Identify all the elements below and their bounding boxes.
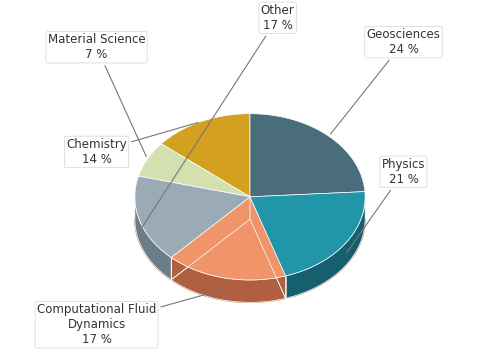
Polygon shape xyxy=(286,197,365,298)
Text: Computational Fluid
Dynamics
17 %: Computational Fluid Dynamics 17 % xyxy=(37,290,222,346)
Polygon shape xyxy=(135,176,250,258)
Polygon shape xyxy=(171,197,285,280)
Text: Material Science
7 %: Material Science 7 % xyxy=(48,33,146,156)
Polygon shape xyxy=(162,114,250,197)
Text: Geosciences
24 %: Geosciences 24 % xyxy=(330,28,440,134)
Polygon shape xyxy=(250,191,365,276)
Polygon shape xyxy=(171,258,285,302)
Polygon shape xyxy=(138,144,250,197)
Text: Other
17 %: Other 17 % xyxy=(141,4,294,229)
Polygon shape xyxy=(135,197,171,280)
Text: Chemistry
14 %: Chemistry 14 % xyxy=(66,122,198,166)
Text: Physics
21 %: Physics 21 % xyxy=(347,158,425,252)
Polygon shape xyxy=(250,114,365,197)
Polygon shape xyxy=(135,219,365,302)
